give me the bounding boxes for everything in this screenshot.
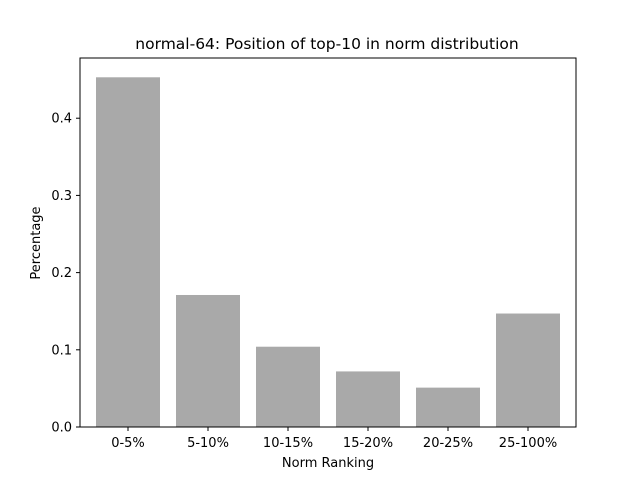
y-tick-label-2: 0.2 <box>51 266 72 281</box>
x-tick-label-3: 15-20% <box>343 436 393 451</box>
bar-5 <box>496 313 560 427</box>
x-tick-label-2: 10-15% <box>263 436 313 451</box>
y-tick-label-1: 0.1 <box>51 343 72 358</box>
bar-0 <box>96 77 160 427</box>
x-tick-label-5: 25-100% <box>499 436 557 451</box>
y-axis-ticks: 0.0 0.1 0.2 0.3 0.4 <box>51 112 80 436</box>
x-axis-label: Norm Ranking <box>282 456 374 471</box>
y-tick-label-0: 0.0 <box>51 421 72 436</box>
bars-group <box>96 77 560 427</box>
x-tick-label-1: 5-10% <box>187 436 229 451</box>
bar-1 <box>176 294 240 427</box>
plot-frame <box>79 57 577 428</box>
x-tick-label-4: 20-25% <box>423 436 473 451</box>
y-tick-label-4: 0.4 <box>51 112 72 127</box>
x-axis-ticks: 0-5% 5-10% 10-15% 15-20% 20-25% 25-100% <box>111 427 557 451</box>
y-axis-label: Percentage <box>29 206 44 279</box>
bar-4 <box>416 387 480 427</box>
bar-3 <box>336 371 400 427</box>
y-tick-label-3: 0.3 <box>51 189 72 204</box>
chart-title: normal-64: Position of top-10 in norm di… <box>135 35 518 53</box>
bar-2 <box>256 346 320 427</box>
x-tick-label-0: 0-5% <box>111 436 145 451</box>
